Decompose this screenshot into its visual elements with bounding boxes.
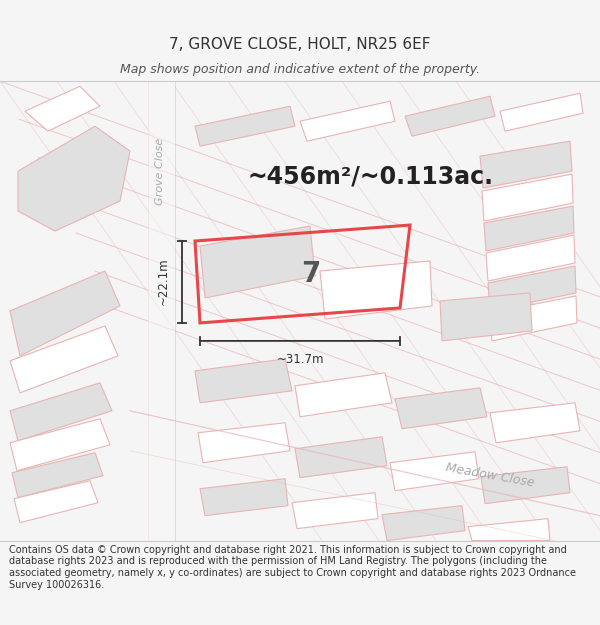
Polygon shape xyxy=(12,452,103,498)
Polygon shape xyxy=(482,174,573,221)
Polygon shape xyxy=(14,481,98,522)
Polygon shape xyxy=(200,479,288,516)
Text: Contains OS data © Crown copyright and database right 2021. This information is : Contains OS data © Crown copyright and d… xyxy=(9,545,576,589)
Polygon shape xyxy=(490,402,580,442)
Polygon shape xyxy=(300,101,395,141)
Polygon shape xyxy=(198,422,290,462)
Polygon shape xyxy=(295,437,387,478)
Polygon shape xyxy=(195,359,292,403)
Text: ~456m²/~0.113ac.: ~456m²/~0.113ac. xyxy=(247,164,493,188)
Polygon shape xyxy=(480,141,572,188)
Polygon shape xyxy=(405,96,495,136)
Polygon shape xyxy=(10,419,110,471)
Polygon shape xyxy=(484,206,574,251)
Polygon shape xyxy=(10,383,112,441)
Polygon shape xyxy=(500,93,583,131)
Polygon shape xyxy=(10,326,118,393)
Text: ~22.1m: ~22.1m xyxy=(157,257,170,305)
Text: Map shows position and indicative extent of the property.: Map shows position and indicative extent… xyxy=(120,63,480,76)
Polygon shape xyxy=(390,452,479,491)
Text: 7, GROVE CLOSE, HOLT, NR25 6EF: 7, GROVE CLOSE, HOLT, NR25 6EF xyxy=(169,36,431,51)
Text: Grove Close: Grove Close xyxy=(155,138,165,205)
Polygon shape xyxy=(320,261,432,319)
Polygon shape xyxy=(195,106,295,146)
Polygon shape xyxy=(295,373,392,417)
Polygon shape xyxy=(486,235,575,281)
Text: 7: 7 xyxy=(302,260,321,288)
Polygon shape xyxy=(292,492,378,529)
Polygon shape xyxy=(10,271,120,356)
Polygon shape xyxy=(468,519,550,541)
Polygon shape xyxy=(25,86,100,131)
Polygon shape xyxy=(382,506,465,541)
Polygon shape xyxy=(395,388,487,429)
Polygon shape xyxy=(200,226,315,298)
Polygon shape xyxy=(481,467,570,504)
Polygon shape xyxy=(488,266,576,311)
Bar xyxy=(148,81,175,541)
Polygon shape xyxy=(490,296,577,341)
Polygon shape xyxy=(440,293,532,341)
Polygon shape xyxy=(18,126,130,231)
Text: Meadow Close: Meadow Close xyxy=(445,461,535,490)
Text: ~31.7m: ~31.7m xyxy=(276,353,324,366)
